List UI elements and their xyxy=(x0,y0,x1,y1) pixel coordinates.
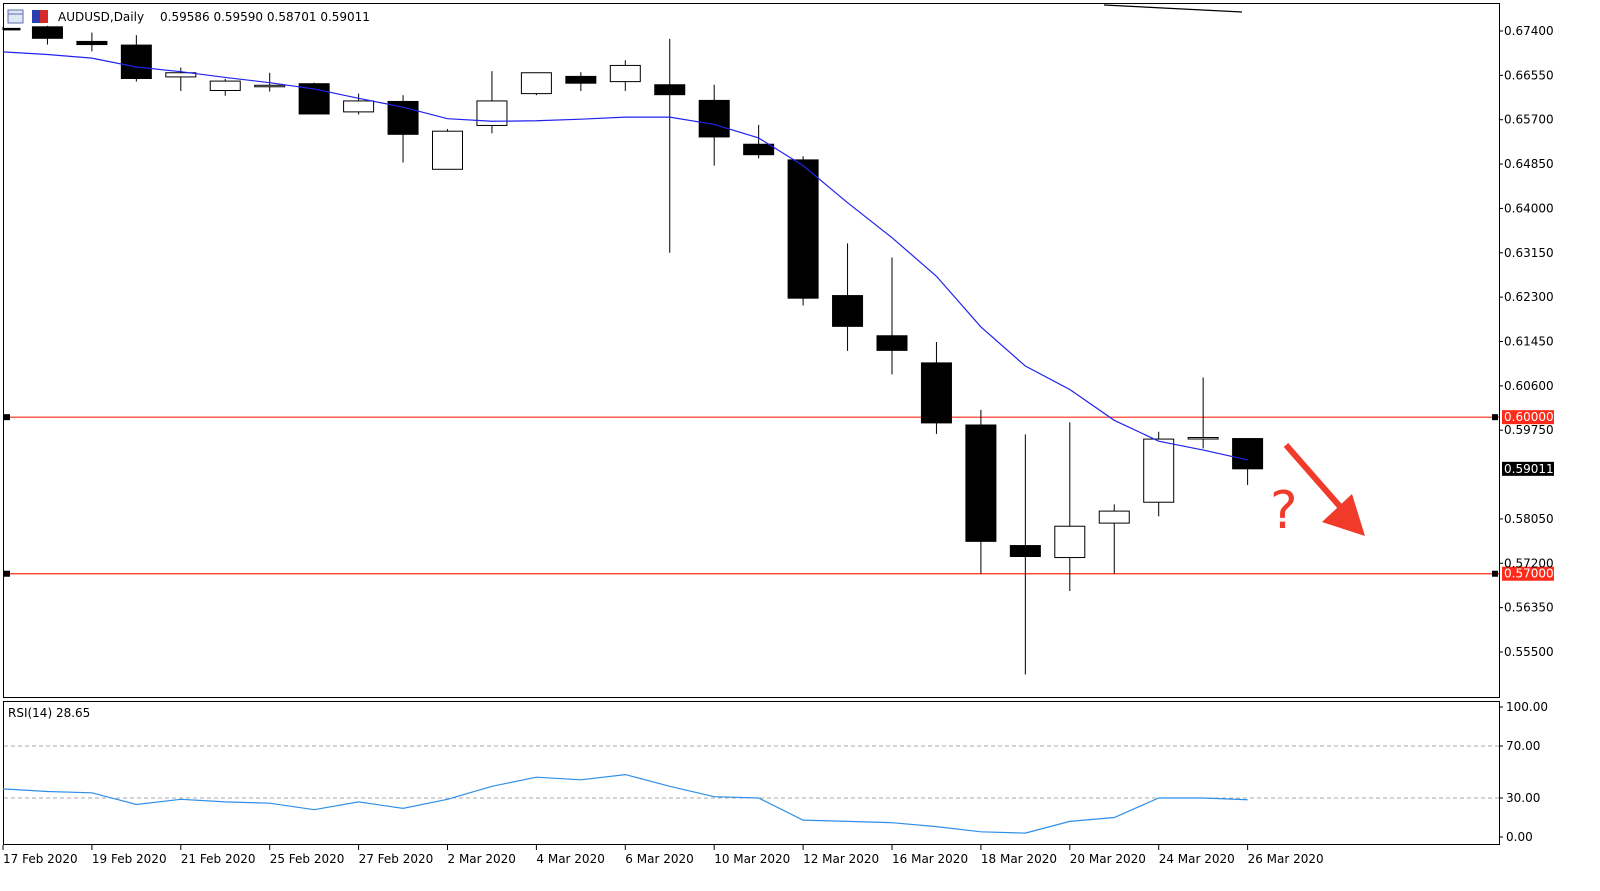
candle-bull xyxy=(609,64,641,83)
line-handle-right xyxy=(1492,414,1498,421)
price-tick-label: 0.66550 xyxy=(1504,68,1554,82)
price-tick-label: 0.58050 xyxy=(1504,512,1554,526)
candle-bear xyxy=(565,75,597,84)
price-tick-label: 0.67400 xyxy=(1504,24,1554,38)
candle-bear xyxy=(1232,438,1264,470)
date-label: 25 Feb 2020 xyxy=(270,852,345,866)
rsi-label: RSI(14) 28.65 xyxy=(8,706,90,720)
price-tick-label: 0.56350 xyxy=(1504,601,1554,615)
price-tick-label: 0.62300 xyxy=(1504,290,1554,304)
date-label: 27 Feb 2020 xyxy=(359,852,434,866)
window-icon xyxy=(7,9,24,24)
rsi-pane-frame xyxy=(3,701,1500,845)
level-tag-label: 0.60000 xyxy=(1504,410,1554,424)
rsi-tick-label: 70.00 xyxy=(1506,739,1540,753)
candle-bear xyxy=(832,295,864,327)
price-tick-label: 0.61450 xyxy=(1504,335,1554,349)
down-arrow-icon xyxy=(1283,443,1365,536)
date-label: 10 Mar 2020 xyxy=(714,852,790,866)
trendline-fragment xyxy=(1103,4,1243,13)
candle-bear xyxy=(876,335,908,351)
candle-bear xyxy=(965,424,997,542)
rsi-tick-label: 100.00 xyxy=(1506,700,1548,714)
date-label: 18 Mar 2020 xyxy=(981,852,1057,866)
candle-bear xyxy=(1009,545,1041,558)
line-handle-left xyxy=(4,414,10,421)
price-tick-label: 0.60600 xyxy=(1504,379,1554,393)
date-label: 21 Feb 2020 xyxy=(181,852,256,866)
candle-bear xyxy=(76,40,108,46)
candle-bull xyxy=(432,130,463,170)
price-tick-label: 0.64850 xyxy=(1504,157,1554,171)
candle-bull xyxy=(1187,437,1219,440)
rsi-tick-label: 30.00 xyxy=(1506,791,1540,805)
candle-bear xyxy=(387,100,419,135)
candle-bull xyxy=(343,100,375,113)
date-label: 24 Mar 2020 xyxy=(1159,852,1235,866)
price-tick-label: 0.65700 xyxy=(1504,113,1554,127)
price-tick-label: 0.64000 xyxy=(1504,201,1554,215)
candle-bear xyxy=(31,26,63,39)
moving-average-line xyxy=(2,51,1248,461)
candle-bear xyxy=(654,84,686,96)
price-tick-label: 0.63150 xyxy=(1504,246,1554,260)
date-label: 16 Mar 2020 xyxy=(892,852,968,866)
last-price-label: 0.59011 xyxy=(1504,462,1554,476)
last-price-tag xyxy=(1502,461,1554,476)
rsi-line xyxy=(2,773,1248,834)
date-label: 26 Mar 2020 xyxy=(1248,852,1324,866)
candle-bull xyxy=(520,72,552,95)
level-tag-label: 0.57000 xyxy=(1504,567,1554,581)
date-label: 6 Mar 2020 xyxy=(625,852,693,866)
date-label: 4 Mar 2020 xyxy=(536,852,604,866)
price-tick-label: 0.55500 xyxy=(1504,645,1554,659)
candle-bull xyxy=(209,80,241,91)
candle-bull xyxy=(1098,510,1130,524)
candle-bear xyxy=(120,44,152,79)
candle-bear xyxy=(3,27,21,31)
price-tick-label: 0.59750 xyxy=(1504,423,1554,437)
candle-bear xyxy=(298,83,330,115)
line-handle-left xyxy=(4,570,10,577)
candle-bear xyxy=(787,159,819,299)
price-tick-label: 0.57200 xyxy=(1504,556,1554,570)
date-label: 12 Mar 2020 xyxy=(803,852,879,866)
candle-bull xyxy=(1054,525,1086,559)
date-label: 17 Feb 2020 xyxy=(3,852,78,866)
date-label: 2 Mar 2020 xyxy=(448,852,516,866)
level-tag xyxy=(1502,566,1554,581)
symbol-header: AUDUSD,Daily 0.59586 0.59590 0.58701 0.5… xyxy=(7,9,370,24)
candle-bear xyxy=(743,143,775,156)
candle-bear xyxy=(698,99,730,138)
date-label: 20 Mar 2020 xyxy=(1070,852,1146,866)
candle-bull xyxy=(1143,438,1175,503)
question-mark: ? xyxy=(1270,481,1298,541)
date-label: 19 Feb 2020 xyxy=(92,852,167,866)
symbol-label: AUDUSD,Daily xyxy=(58,10,144,24)
line-handle-right xyxy=(1492,570,1498,577)
price-pane-frame xyxy=(3,3,1500,698)
candle-bull xyxy=(165,72,197,78)
candle-bear xyxy=(920,362,952,424)
level-tag xyxy=(1502,410,1554,425)
ohlc-readout: 0.59586 0.59590 0.58701 0.59011 xyxy=(160,10,370,24)
candle-bull xyxy=(254,84,286,88)
rsi-tick-label: 0.00 xyxy=(1506,830,1533,844)
